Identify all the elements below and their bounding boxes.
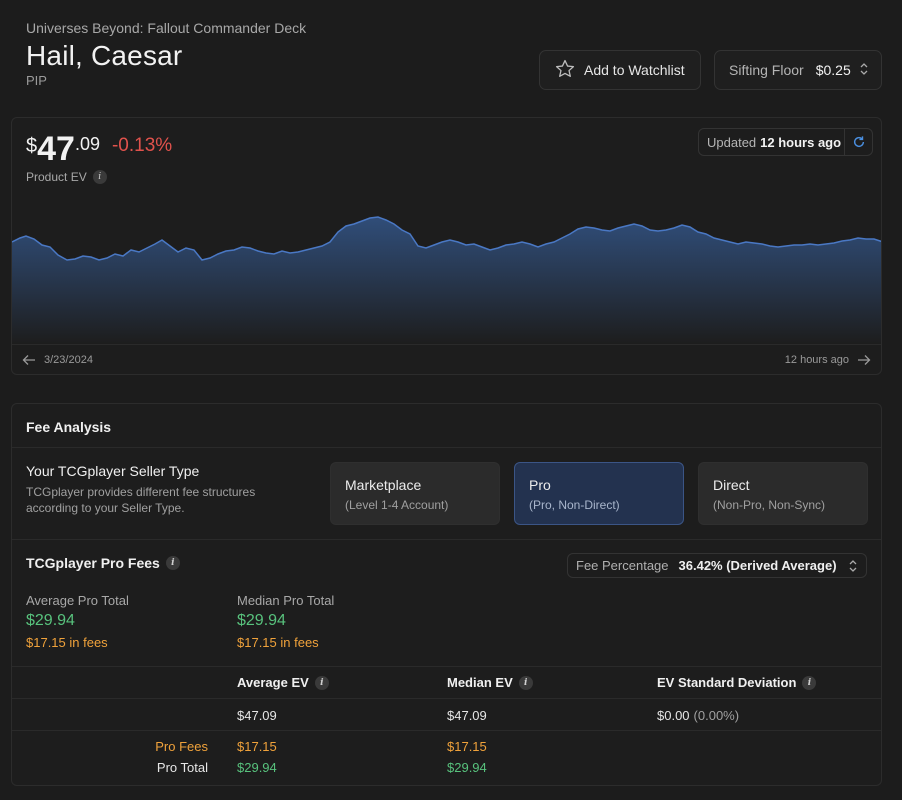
average-pro-fees: $17.15 xyxy=(237,739,277,754)
info-icon[interactable]: i xyxy=(802,675,817,690)
chart-range-end: 12 hours ago xyxy=(785,354,871,366)
ev-std-dev-header: EV Standard Deviation i xyxy=(657,675,817,690)
info-icon[interactable]: i xyxy=(518,675,533,690)
seller-type-pro-option[interactable]: Pro (Pro, Non-Direct) xyxy=(514,462,684,525)
updated-indicator: Updated 12 hours ago xyxy=(698,128,873,156)
price-area-chart[interactable] xyxy=(12,192,882,344)
fee-analysis-card: Fee Analysis Your TCGplayer Seller Type … xyxy=(11,403,882,786)
fee-percentage-select[interactable]: Fee Percentage 36.42% (Derived Average) xyxy=(567,553,867,578)
average-pro-total-label: Average Pro Total xyxy=(26,593,129,608)
average-ev-value: $47.09 xyxy=(237,708,277,723)
median-pro-fees: $17.15 xyxy=(447,739,487,754)
refresh-button[interactable] xyxy=(844,129,872,155)
chart-range-footer: 3/23/2024 12 hours ago xyxy=(12,344,881,374)
refresh-icon xyxy=(853,136,864,148)
updated-time: 12 hours ago xyxy=(760,134,842,150)
updated-prefix: Updated xyxy=(707,134,757,150)
std-dev-percent: (0.00%) xyxy=(693,708,740,723)
median-ev-header: Median EV i xyxy=(447,675,533,690)
info-icon[interactable]: i xyxy=(314,675,329,690)
info-icon[interactable]: i xyxy=(165,556,180,570)
price-decimal: .09 xyxy=(74,134,100,154)
chevron-up-down-icon xyxy=(859,62,869,79)
divider xyxy=(12,698,881,699)
option-subtitle: (Pro, Non-Direct) xyxy=(529,498,620,512)
ev-std-dev-value: $0.00 (0.00%) xyxy=(657,708,739,723)
pro-fees-row-label: Pro Fees xyxy=(155,739,208,754)
watchlist-label: Add to Watchlist xyxy=(584,62,685,78)
product-title: Hail, Caesar xyxy=(26,40,183,71)
option-title: Direct xyxy=(713,477,750,493)
arrow-left-icon[interactable] xyxy=(22,354,36,366)
info-icon[interactable]: i xyxy=(92,170,107,184)
column-header: Average EV xyxy=(237,675,309,690)
sifting-floor-value: $0.25 xyxy=(815,62,851,78)
seller-type-title: Your TCGplayer Seller Type xyxy=(26,463,200,479)
price-line xyxy=(12,216,881,261)
option-subtitle: (Level 1-4 Account) xyxy=(345,498,449,512)
add-to-watchlist-button[interactable]: Add to Watchlist xyxy=(539,50,701,90)
average-pro-total-fees: $17.15 in fees xyxy=(26,635,108,650)
star-icon xyxy=(554,58,576,83)
price-currency: $ xyxy=(26,135,38,157)
average-pro-total-cell: $29.94 xyxy=(237,760,277,775)
pro-total-row-label: Pro Total xyxy=(156,760,208,775)
chart-end-date: 12 hours ago xyxy=(784,354,849,366)
column-header: Median EV xyxy=(447,675,513,690)
median-pro-total-value: $29.94 xyxy=(237,612,286,629)
pro-fees-title: TCGplayer Pro Fees xyxy=(26,555,160,571)
chart-range-start: 3/23/2024 xyxy=(22,354,93,366)
price-chart-card: $ 47 .09 -0.13% Product EV i Updated 12 … xyxy=(11,117,882,375)
page-header: Universes Beyond: Fallout Commander Deck… xyxy=(26,20,306,88)
fee-percentage-value: 36.42% (Derived Average) xyxy=(678,558,837,573)
fee-analysis-title: Fee Analysis xyxy=(26,419,112,435)
sifting-floor-label: Sifting Floor xyxy=(729,62,804,78)
option-title: Pro xyxy=(529,477,551,493)
price-area-fill xyxy=(12,217,881,344)
seller-type-direct-option[interactable]: Direct (Non-Pro, Non-Sync) xyxy=(698,462,868,525)
chart-start-date: 3/23/2024 xyxy=(44,354,93,366)
median-pro-total: Median Pro Total $29.94 $17.15 in fees xyxy=(237,593,334,650)
option-title: Marketplace xyxy=(345,477,422,493)
price-integer: 47 xyxy=(37,130,75,168)
divider xyxy=(12,666,881,667)
seller-type-marketplace-option[interactable]: Marketplace (Level 1-4 Account) xyxy=(330,462,500,525)
fee-percentage-label: Fee Percentage xyxy=(576,558,669,573)
pro-fees-title-row: TCGplayer Pro Fees i xyxy=(26,555,180,571)
divider xyxy=(12,730,881,731)
sifting-floor-select[interactable]: Sifting Floor $0.25 xyxy=(714,50,882,90)
average-pro-total: Average Pro Total $29.94 $17.15 in fees xyxy=(26,593,129,650)
chevron-up-down-icon xyxy=(848,559,858,576)
arrow-right-icon[interactable] xyxy=(857,354,871,366)
seller-type-description: TCGplayer provides different fee structu… xyxy=(26,485,256,515)
median-pro-total-cell: $29.94 xyxy=(447,760,487,775)
average-pro-total-value: $29.94 xyxy=(26,612,75,629)
price-change: -0.13% xyxy=(111,135,173,156)
average-ev-header: Average EV i xyxy=(237,675,329,690)
divider xyxy=(12,447,881,448)
product-ev-label: Product EV xyxy=(26,170,87,184)
median-ev-value: $47.09 xyxy=(447,708,487,723)
median-pro-total-fees: $17.15 in fees xyxy=(237,635,319,650)
std-dev-amount: $0.00 xyxy=(657,708,690,723)
divider xyxy=(12,539,881,540)
option-subtitle: (Non-Pro, Non-Sync) xyxy=(713,498,826,512)
set-code: PIP xyxy=(26,73,47,88)
median-pro-total-label: Median Pro Total xyxy=(237,593,335,608)
column-header: EV Standard Deviation xyxy=(657,675,797,690)
product-ev-label-row: Product EV i xyxy=(26,170,107,184)
product-ev-price: $ 47 .09 -0.13% xyxy=(26,132,172,166)
product-set-name: Universes Beyond: Fallout Commander Deck xyxy=(26,20,307,36)
